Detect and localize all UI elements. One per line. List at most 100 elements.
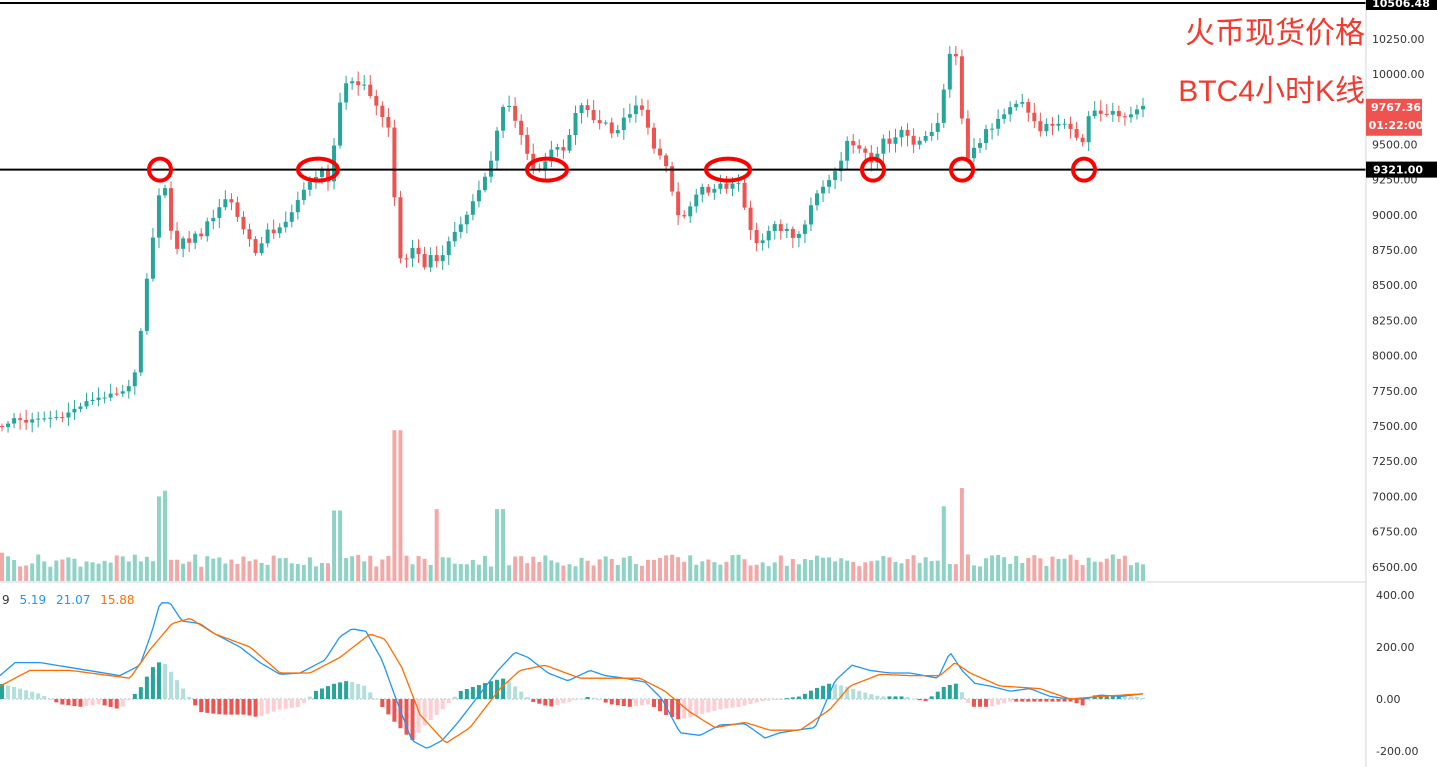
macd-histogram-bar <box>54 699 59 703</box>
volume-bar <box>380 559 385 581</box>
volume-bar <box>156 496 161 581</box>
macd-histogram-bar <box>1116 695 1121 699</box>
volume-bar <box>307 557 312 581</box>
macd-histogram-bar <box>1014 699 1019 702</box>
volume-bar <box>434 509 439 581</box>
candle-body <box>380 105 385 118</box>
volume-bar <box>114 555 119 581</box>
macd-histogram-bar <box>446 699 451 703</box>
macd-histogram-bar <box>301 699 306 703</box>
macd-histogram-bar <box>205 699 210 713</box>
macd-histogram-bar <box>199 699 204 713</box>
macd-histogram-bar <box>169 671 174 699</box>
macd-histogram-bar <box>175 680 180 699</box>
candle-body <box>60 417 65 419</box>
candle-body <box>863 148 868 153</box>
volume-bar <box>718 564 723 581</box>
macd-histogram-bar <box>700 699 705 715</box>
volume-bar <box>78 566 83 581</box>
volume-bar <box>12 559 17 581</box>
macd-histogram-bar <box>1062 699 1067 702</box>
volume-bar <box>615 565 620 581</box>
candle-body <box>609 122 614 134</box>
candle-body <box>1110 111 1115 115</box>
macd-legend[interactable]: 9 5.19 21.07 15.88 <box>2 593 135 607</box>
macd-histogram-bar <box>845 686 850 699</box>
candle-body <box>664 155 669 167</box>
candle-body <box>1032 112 1037 122</box>
candle-body <box>839 160 844 172</box>
volume-bar <box>1122 555 1127 581</box>
macd-histogram-bar <box>1104 695 1109 699</box>
volume-bar <box>1008 563 1013 581</box>
candle-body <box>42 418 47 420</box>
candle-body <box>652 127 656 149</box>
macd-histogram-bar <box>398 699 403 729</box>
candle-body <box>12 418 17 424</box>
candle-countdown: 01:22:00 <box>1369 119 1424 132</box>
volume-bar <box>36 554 41 581</box>
candle-body <box>446 241 451 256</box>
macd-histogram-bar <box>881 696 886 699</box>
support-touch-markers <box>147 156 1097 183</box>
macd-histogram-bar <box>259 699 264 716</box>
volume-bar <box>603 556 608 581</box>
volume-bar <box>1104 558 1109 581</box>
candle-body <box>138 330 143 373</box>
volume-bar <box>120 556 125 581</box>
candle-body <box>833 171 838 181</box>
macd-histogram-bar <box>476 685 481 699</box>
candle-body <box>591 110 596 121</box>
macd-histogram-bar <box>609 699 614 705</box>
volume-bar <box>96 563 101 581</box>
support-touch-marker <box>860 156 886 183</box>
candle-body <box>476 190 481 202</box>
volume-bar <box>187 561 192 581</box>
volume-bar <box>881 556 886 581</box>
candle-body <box>899 129 904 138</box>
macd-legend-prefix: 9 <box>2 593 10 607</box>
volume-bar <box>923 557 928 581</box>
price-axis[interactable]: 10250.0010000.009750.009500.009250.00900… <box>1366 0 1437 574</box>
volume-bar <box>217 557 222 581</box>
volume-bar <box>664 555 669 581</box>
candle-body <box>78 406 83 409</box>
candle-body <box>971 147 976 159</box>
candle-body <box>283 221 288 228</box>
volume-bar <box>899 563 904 581</box>
candle-body <box>193 233 198 243</box>
macd-histogram-bar <box>1038 699 1043 702</box>
macd-histogram-bar <box>482 683 487 699</box>
macd-histogram-bar <box>513 686 518 699</box>
price-tick-label: 10000.00 <box>1372 68 1425 81</box>
support-touch-marker <box>949 156 975 183</box>
candle-body <box>120 391 125 394</box>
candle-body <box>1122 116 1127 118</box>
candle-body <box>72 408 77 413</box>
volume-bar <box>223 563 228 581</box>
macd-histogram-bar <box>917 699 922 701</box>
candle-body <box>658 148 663 156</box>
macd-histogram-bar <box>905 697 910 699</box>
macd-histogram-bar <box>434 699 439 715</box>
candle-body <box>748 207 753 230</box>
macd-histogram-bar <box>633 699 638 707</box>
macd-histogram-bar <box>543 699 548 706</box>
candle-body <box>507 105 512 107</box>
candle-body <box>392 127 397 198</box>
candle-body <box>217 207 222 218</box>
macd-histogram-bar <box>947 684 952 699</box>
macd-histogram-bar <box>525 697 530 699</box>
candle-body <box>567 134 572 151</box>
candle-body <box>1038 121 1043 132</box>
volume-bar <box>72 558 77 581</box>
macd-tick-label: 400.00 <box>1376 589 1415 602</box>
macd-histogram-bar <box>652 699 656 707</box>
volume-bar <box>627 556 632 581</box>
candle-body <box>978 143 982 148</box>
volume-bar <box>482 555 487 581</box>
macd-histogram-bar <box>754 699 759 703</box>
macd-histogram-bar <box>941 686 946 699</box>
candle-body <box>929 131 934 137</box>
candle-body <box>1008 107 1013 115</box>
